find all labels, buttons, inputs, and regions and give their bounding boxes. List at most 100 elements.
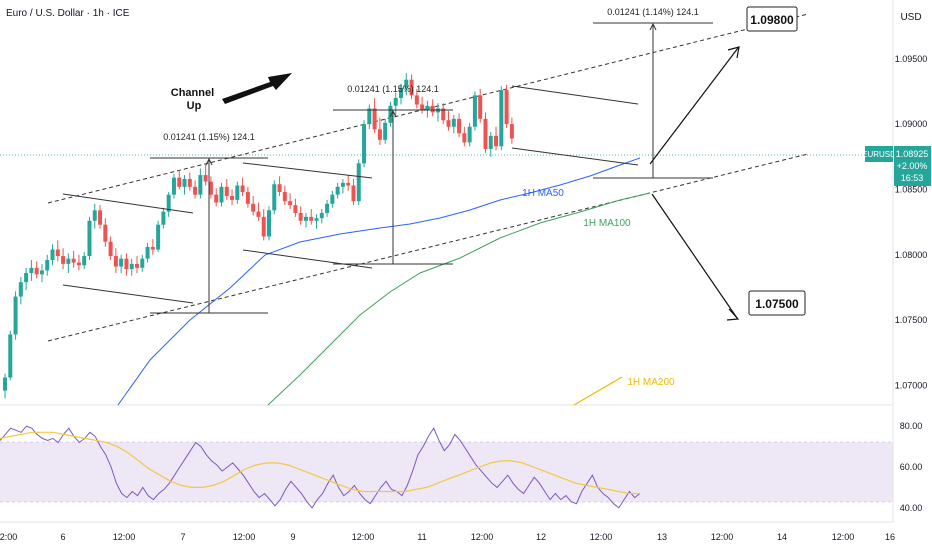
- candle-body: [256, 211, 261, 217]
- currency-label[interactable]: USD: [900, 12, 921, 23]
- price-tick-label: 1.09000: [895, 119, 928, 129]
- candle-body: [156, 224, 161, 250]
- candle-body: [29, 267, 34, 274]
- candle: [140, 254, 145, 272]
- time-tick-label: 9: [290, 532, 295, 542]
- candle: [467, 122, 472, 147]
- candle: [293, 198, 298, 217]
- candle: [177, 169, 182, 190]
- candle-body: [8, 334, 13, 378]
- time-tick-label: 13: [657, 532, 667, 542]
- channel-upper-line[interactable]: [47, 13, 809, 204]
- candle: [219, 182, 224, 207]
- candle: [457, 113, 462, 138]
- target-down-box[interactable]: 1.07500: [748, 290, 806, 316]
- candle: [119, 254, 124, 274]
- candle-body: [18, 282, 23, 297]
- candle-body: [288, 201, 293, 206]
- candle-body: [203, 175, 208, 182]
- candle: [298, 206, 303, 225]
- candle: [272, 180, 277, 215]
- target-up-label: 1.09800: [750, 13, 794, 27]
- candle-body: [319, 212, 324, 219]
- candle: [103, 218, 108, 247]
- rsi-tick-label: 40.00: [900, 503, 923, 513]
- candle: [240, 177, 245, 196]
- target-up-box[interactable]: 1.09800: [746, 6, 798, 32]
- candle: [166, 192, 171, 217]
- candle-body: [420, 104, 425, 110]
- candle-body: [383, 122, 388, 140]
- time-tick-label: 12:00: [711, 532, 734, 542]
- candle-body: [71, 258, 76, 263]
- candle-body: [293, 205, 298, 213]
- candle-body: [45, 259, 50, 271]
- candle: [404, 73, 409, 96]
- candle-body: [451, 118, 456, 127]
- projection-arrows: [649, 46, 740, 321]
- candle: [208, 176, 213, 199]
- ma50-line: [117, 157, 641, 406]
- candle-body: [488, 135, 493, 149]
- rsi-axis[interactable]: 80.00 60.00 40.00: [900, 421, 923, 513]
- channel-lower-line[interactable]: [47, 153, 809, 342]
- price-axis[interactable]: 1.09500 1.09000 1.08500 1.08000 1.07500 1.070…: [895, 54, 928, 391]
- candle: [39, 263, 44, 283]
- candle: [171, 173, 176, 199]
- candle: [193, 180, 198, 199]
- candle: [451, 114, 456, 134]
- candle-body: [478, 95, 483, 119]
- channel-up[interactable]: [47, 13, 809, 342]
- candles[interactable]: [3, 73, 514, 399]
- candle: [309, 209, 314, 225]
- price-tick-label: 1.08000: [895, 250, 928, 260]
- candle: [235, 181, 240, 204]
- candle-body: [198, 175, 203, 195]
- candle-body: [504, 90, 509, 125]
- candle: [245, 186, 250, 208]
- time-tick-label: 6: [60, 532, 65, 542]
- candle: [340, 178, 345, 194]
- time-tick-label: 7: [180, 532, 185, 542]
- candle-body: [108, 241, 113, 257]
- candle-body: [251, 203, 256, 212]
- measure-3[interactable]: [593, 22, 713, 179]
- candle: [203, 163, 208, 186]
- ma100-line: [267, 192, 651, 406]
- symbol-tag-countdown: 16:53: [901, 173, 924, 183]
- candle: [414, 88, 419, 109]
- time-tick-label: 12:00: [113, 532, 136, 542]
- measure-1[interactable]: [150, 157, 268, 314]
- candle: [478, 88, 483, 123]
- candle: [66, 253, 71, 274]
- candle: [156, 220, 161, 253]
- candle-body: [171, 177, 176, 195]
- candle-body: [494, 135, 499, 147]
- candle-body: [150, 246, 155, 250]
- candle: [24, 267, 29, 291]
- candle: [494, 126, 499, 151]
- measure-2[interactable]: [333, 109, 453, 265]
- candle-body: [377, 129, 382, 140]
- symbol-tag-change: +2.00%: [897, 161, 928, 171]
- rsi-line: [0, 425, 641, 509]
- candle-body: [462, 133, 467, 143]
- candle: [34, 261, 39, 279]
- symbol-tag[interactable]: EURUSD 1.08925 +2.00% 16:53: [862, 146, 931, 186]
- candle-body: [298, 212, 303, 221]
- candle-body: [367, 108, 372, 125]
- candle-body: [325, 203, 330, 213]
- candle-body: [129, 263, 134, 270]
- price-pane[interactable]: [0, 0, 893, 405]
- candle: [367, 104, 372, 130]
- candle-body: [166, 194, 171, 212]
- candle-body: [187, 178, 192, 187]
- time-axis[interactable]: 12:00 6 12:00 7 12:00 9 12:00 11 12:00 12 12:00 13 1…: [0, 532, 895, 542]
- time-tick-label: 12:00: [352, 532, 375, 542]
- candle: [388, 101, 393, 127]
- candle-body: [303, 216, 308, 221]
- candle: [346, 175, 351, 191]
- candle: [55, 240, 60, 262]
- candle: [87, 216, 92, 260]
